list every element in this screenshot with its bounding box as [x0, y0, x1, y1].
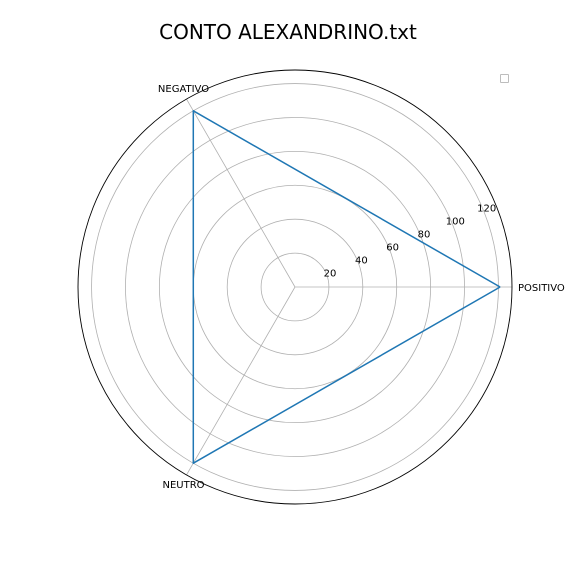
category-label-negativo: NEGATIVO: [158, 84, 209, 95]
r-tick-label: 40: [355, 256, 368, 267]
category-label-positivo: POSITIVO: [518, 283, 565, 294]
series-layer: [192, 110, 501, 464]
r-tick-label: 100: [446, 217, 465, 228]
r-tick-label: 80: [418, 230, 431, 241]
r-tick-label: 120: [477, 204, 496, 215]
category-layer: POSITIVO NEGATIVO NEUTRO: [158, 84, 565, 491]
polar-frame: [77, 69, 513, 505]
spoke-negativo: [186, 98, 296, 288]
r-tick-label: 60: [386, 243, 399, 254]
legend-box: [500, 74, 509, 83]
chart-title: CONTO ALEXANDRINO.txt: [159, 20, 417, 44]
series-line-0: [192, 110, 501, 464]
spoke-layer: [186, 98, 512, 476]
spoke-neutro: [186, 286, 296, 476]
tick-layer: 20 40 60 80 100 120: [324, 204, 497, 280]
category-label-neutro: NEUTRO: [162, 480, 204, 491]
r-tick-label: 20: [324, 268, 337, 279]
